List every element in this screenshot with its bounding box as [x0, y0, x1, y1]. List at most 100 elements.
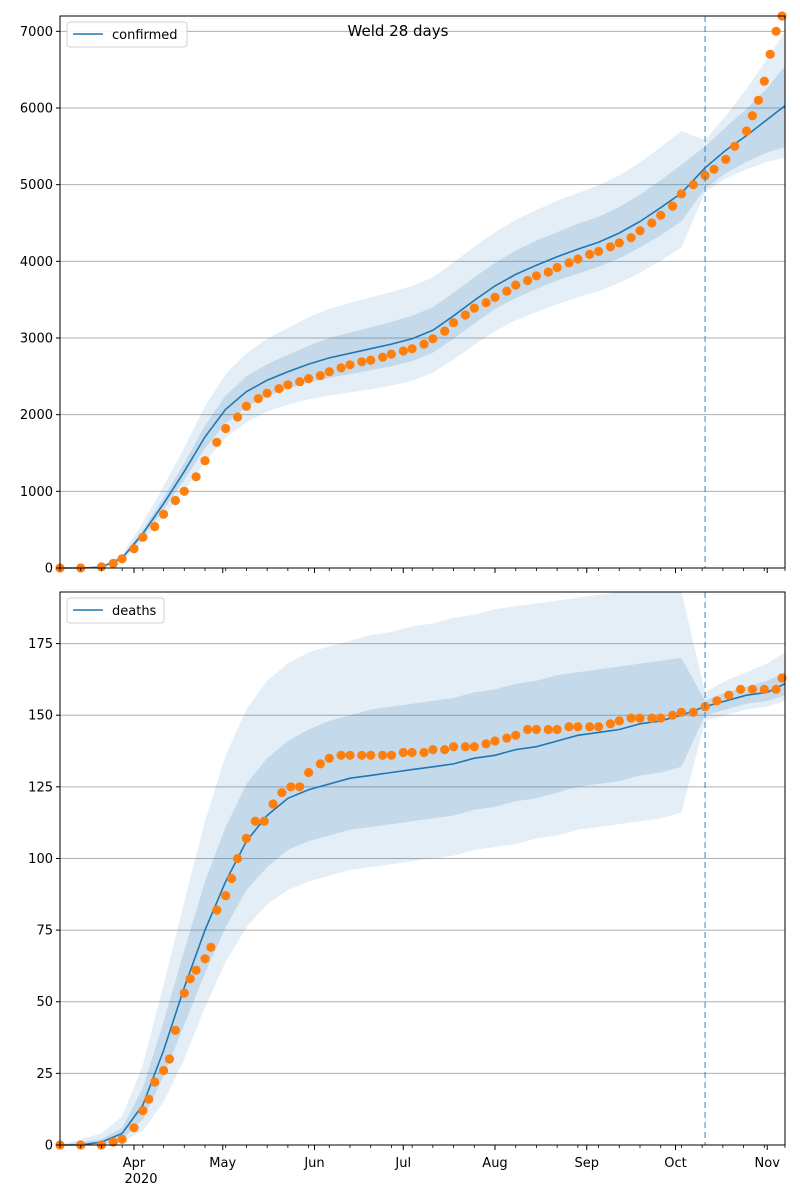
- inner-uncertainty-band: [60, 65, 785, 569]
- observed-point: [268, 799, 278, 809]
- observed-point: [523, 275, 533, 286]
- observed-point: [676, 707, 687, 717]
- y-tick-label: 150: [28, 709, 53, 724]
- observed-point: [747, 684, 758, 695]
- x-axis-year-label: 2020: [124, 1172, 157, 1187]
- observed-point: [753, 95, 764, 105]
- y-tick-label: 175: [28, 637, 53, 652]
- observed-point: [736, 684, 746, 695]
- observed-point: [656, 713, 666, 723]
- observed-point: [108, 1137, 118, 1147]
- observed-point: [164, 1054, 175, 1064]
- observed-point: [150, 522, 160, 532]
- observed-point: [191, 472, 201, 482]
- y-tick-label: 2000: [20, 408, 53, 423]
- observed-point: [700, 170, 710, 181]
- y-tick-label: 6000: [20, 102, 53, 117]
- observed-point: [233, 853, 243, 864]
- x-tick-label: Oct: [664, 1156, 686, 1171]
- deaths-panel: 0 25 50 75 100 125 150 175 Apr May Jun Jul Aug Sep Oc…: [28, 591, 787, 1187]
- confirmed-x-axis: [59, 568, 786, 573]
- observed-point: [676, 189, 687, 199]
- x-tick-label: Nov: [755, 1156, 781, 1171]
- observed-point: [419, 339, 429, 349]
- observed-point: [730, 141, 740, 151]
- observed-point: [129, 544, 139, 554]
- observed-point: [614, 716, 624, 726]
- observed-point: [523, 724, 533, 735]
- x-tick-label: Apr: [123, 1156, 146, 1171]
- deaths-axes-frame: [59, 591, 786, 1146]
- deaths-legend-label: deaths: [112, 604, 157, 619]
- observed-point: [324, 753, 334, 763]
- observed-point: [129, 1123, 139, 1133]
- observed-point: [179, 486, 189, 496]
- observed-point: [531, 271, 542, 281]
- observed-point: [386, 349, 396, 359]
- observed-point: [206, 942, 216, 952]
- observed-point: [564, 722, 574, 732]
- observed-point: [709, 164, 719, 174]
- observed-point: [490, 292, 500, 302]
- observed-point: [108, 558, 118, 569]
- observed-point: [460, 742, 470, 752]
- confirmed-observed-points: [55, 11, 787, 573]
- observed-point: [573, 254, 583, 264]
- observed-point: [366, 355, 376, 365]
- observed-point: [747, 111, 758, 121]
- observed-point: [159, 1065, 169, 1076]
- confirmed-y-axis: 0 1000 2000 3000 4000 5000 6000 7000: [20, 25, 60, 577]
- observed-point: [200, 954, 210, 964]
- observed-point: [336, 750, 346, 760]
- observed-point: [250, 816, 260, 826]
- observed-point: [469, 742, 479, 752]
- observed-point: [594, 246, 604, 256]
- observed-point: [481, 298, 491, 308]
- observed-point: [449, 742, 459, 752]
- observed-point: [614, 238, 624, 248]
- deaths-observed-points: [55, 673, 787, 1150]
- observed-point: [150, 1077, 160, 1087]
- observed-point: [357, 750, 367, 760]
- confirmed-axes-frame: [59, 15, 786, 569]
- observed-point: [227, 873, 237, 884]
- observed-point: [440, 745, 450, 755]
- observed-point: [759, 684, 769, 695]
- confirmed-panel: 0 1000 2000 3000 4000 5000 6000 7000 Weld 28 da…: [20, 11, 787, 577]
- outer-uncertainty-band: [60, 592, 785, 1145]
- observed-point: [511, 730, 521, 740]
- observed-point: [117, 1134, 127, 1144]
- observed-point: [241, 833, 251, 844]
- observed-point: [585, 722, 595, 732]
- y-tick-label: 0: [45, 1139, 53, 1154]
- observed-point: [552, 262, 562, 273]
- observed-point: [647, 218, 657, 228]
- observed-point: [241, 401, 251, 411]
- observed-point: [286, 782, 296, 792]
- observed-point: [765, 49, 775, 59]
- observed-point: [378, 750, 388, 760]
- observed-point: [357, 357, 367, 367]
- observed-point: [635, 226, 645, 236]
- observed-point: [117, 554, 127, 564]
- observed-point: [96, 562, 106, 572]
- observed-point: [295, 782, 305, 792]
- observed-point: [386, 750, 396, 760]
- observed-point: [626, 233, 636, 243]
- observed-point: [304, 767, 314, 778]
- observed-point: [274, 384, 284, 394]
- observed-point: [170, 495, 180, 506]
- y-tick-label: 0: [45, 562, 53, 577]
- deaths-legend: deaths: [66, 597, 165, 624]
- observed-point: [502, 286, 512, 296]
- observed-point: [138, 1106, 148, 1116]
- observed-point: [428, 334, 438, 344]
- observed-point: [635, 713, 645, 723]
- x-tick-label: Jul: [394, 1156, 411, 1171]
- observed-point: [668, 201, 678, 211]
- observed-point: [626, 713, 636, 723]
- observed-point: [212, 437, 222, 447]
- observed-point: [419, 747, 429, 758]
- observed-point: [345, 360, 355, 370]
